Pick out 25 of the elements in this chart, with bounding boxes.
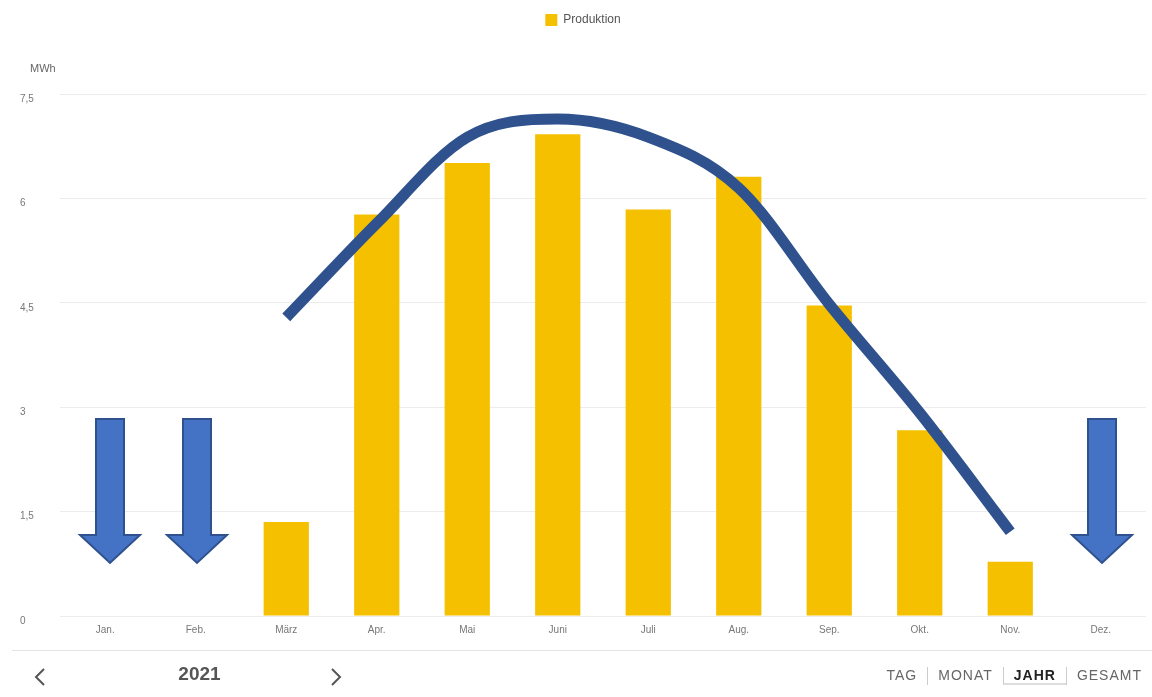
x-tick-label: Apr. [367, 623, 386, 635]
x-tick-label: März [275, 623, 298, 635]
y-tick-label: 4,5 [20, 301, 35, 313]
text: GESAMT [1065, 667, 1152, 685]
x-tick-label: Juli [640, 623, 656, 635]
x-tick-label: Okt. [910, 623, 929, 635]
y-axis-title: MWh [30, 61, 56, 74]
text: MONAT [927, 667, 1003, 685]
x-tick-label: Aug. [728, 623, 750, 635]
y-tick-label: 3 [20, 405, 26, 417]
y-tick-label: 7,5 [20, 92, 35, 104]
x-tick-label: Nov. [1000, 623, 1021, 635]
text: JAHR [1002, 667, 1066, 685]
x-tick-label: Dez. [1090, 623, 1112, 635]
x-tick-label: Mai [459, 623, 476, 635]
y-tick-label: 1,5 [20, 510, 35, 522]
x-tick-label: Feb. [185, 623, 206, 635]
y-tick-label: 6 [20, 197, 26, 209]
x-tick-label: Sep. [818, 623, 840, 635]
text: TAG [885, 667, 919, 685]
x-tick-label: Juni [548, 623, 567, 635]
x-tick-label: Jan. [95, 623, 115, 635]
legend-label: Produktion [563, 12, 621, 27]
text: 2021 [177, 663, 222, 685]
y-tick-label: 0 [20, 614, 26, 626]
